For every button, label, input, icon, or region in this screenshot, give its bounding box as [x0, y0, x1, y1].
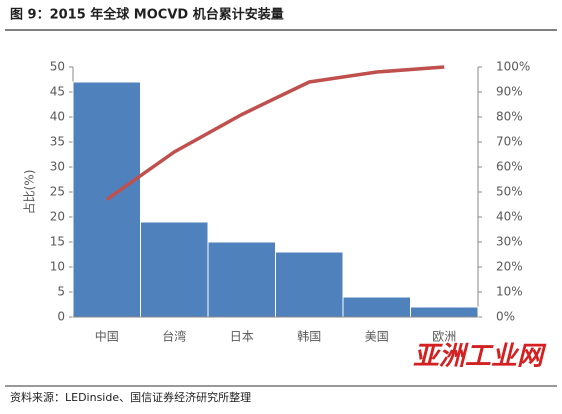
y2-tick-label: 0%: [496, 310, 515, 324]
bar: [275, 251, 344, 318]
y2-tick-label: 90%: [496, 85, 523, 99]
bar: [342, 296, 411, 318]
source: 资料来源：LEDinside、国信证券经济研究所整理: [10, 390, 251, 404]
line: [105, 65, 445, 201]
y-tick-label: 20: [50, 210, 65, 224]
y-tick-label: 5: [57, 285, 65, 299]
y-tick-label: 50: [50, 60, 65, 74]
x-tick-label: 美国: [365, 330, 389, 344]
x-tick-label: 欧洲: [432, 330, 456, 344]
y-tick-label: 25: [50, 185, 65, 199]
watermark: 亚洲工业网: [413, 342, 547, 372]
y2-tick-label: 10%: [496, 285, 523, 299]
bar: [410, 306, 479, 318]
y2-tick-label: 20%: [496, 260, 523, 274]
y2-tick-label: 30%: [496, 235, 523, 249]
x-tick-label: 台湾: [162, 329, 186, 344]
x-tick-label: 日本: [230, 330, 254, 344]
y2-tick-label: 100%: [496, 60, 530, 74]
y-tick-label: 45: [50, 85, 65, 99]
x-tick-label: 中国: [95, 329, 119, 344]
y2-tick-label: 50%: [496, 185, 523, 199]
y-tick-label: 15: [50, 235, 65, 249]
chart-title: 图 9：2015 年全球 MOCVD 机台累计安装量: [10, 7, 284, 23]
y-tick-label: 35: [50, 135, 65, 149]
y2-tick-label: 80%: [496, 110, 523, 124]
y2-tick-label: 60%: [496, 160, 523, 174]
y2-tick-label: 40%: [496, 210, 523, 224]
y-axis-label: 占比(%): [22, 170, 37, 215]
y-tick-label: 30: [50, 160, 65, 174]
y-tick-label: 10: [50, 260, 65, 274]
bar: [140, 221, 209, 318]
x-tick-label: 韩国: [297, 329, 321, 344]
y2-tick-label: 70%: [496, 135, 523, 149]
y-tick-label: 0: [57, 310, 65, 324]
bar: [207, 241, 276, 318]
y-tick-label: 40: [50, 110, 65, 124]
